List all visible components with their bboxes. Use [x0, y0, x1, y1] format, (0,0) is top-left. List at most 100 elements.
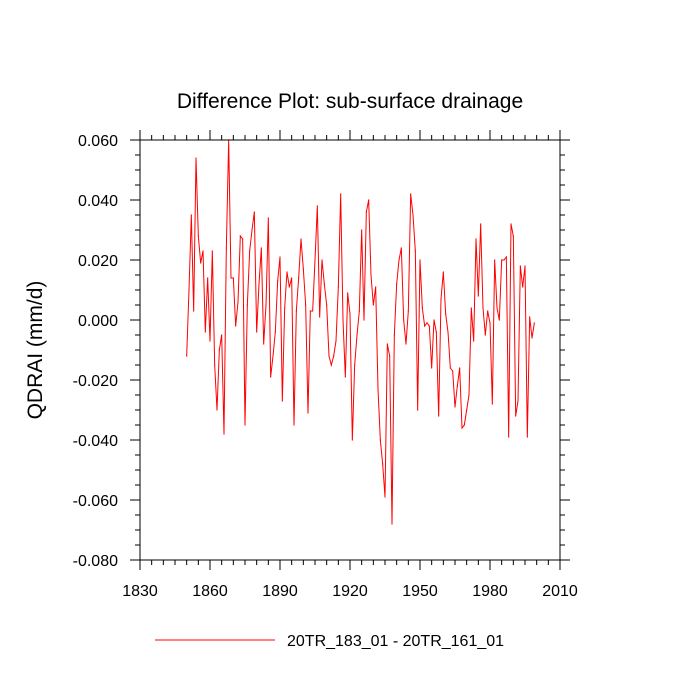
data-point [489, 322, 491, 324]
x-tick-label: 1920 [332, 583, 368, 600]
data-point [412, 214, 414, 216]
data-point [186, 355, 188, 357]
data-point [312, 310, 314, 312]
data-point [270, 376, 272, 378]
data-point [512, 235, 514, 237]
data-point [256, 331, 258, 333]
data-point [316, 205, 318, 207]
data-point [351, 439, 353, 441]
data-point [417, 409, 419, 411]
data-point [393, 334, 395, 336]
data-point [349, 313, 351, 315]
data-point [263, 343, 265, 345]
data-point [258, 283, 260, 285]
data-point [508, 436, 510, 438]
series-layer [186, 139, 535, 525]
data-point [235, 325, 237, 327]
data-point [396, 283, 398, 285]
data-point [370, 274, 372, 276]
data-point [218, 349, 220, 351]
axis-ticks [130, 130, 570, 570]
data-point [454, 406, 456, 408]
data-point [365, 211, 367, 213]
data-point [335, 340, 337, 342]
data-point [298, 277, 300, 279]
x-tick-label: 1890 [262, 583, 298, 600]
data-point [246, 304, 248, 306]
y-tick-label: 0.020 [78, 253, 118, 270]
data-point [424, 325, 426, 327]
data-point [284, 307, 286, 309]
data-point [209, 340, 211, 342]
data-point [435, 331, 437, 333]
data-point [242, 238, 244, 240]
data-point [410, 193, 412, 195]
x-tick-label: 1860 [192, 583, 228, 600]
data-point [333, 355, 335, 357]
data-point [293, 424, 295, 426]
data-point [445, 313, 447, 315]
data-point [407, 310, 409, 312]
data-point [431, 367, 433, 369]
x-tick-label: 1980 [472, 583, 508, 600]
data-point [319, 316, 321, 318]
data-point [214, 364, 216, 366]
data-point [200, 262, 202, 264]
data-point [386, 343, 388, 345]
y-tick-label: 0.000 [78, 313, 118, 330]
y-tick-label: 0.040 [78, 193, 118, 210]
data-point [461, 427, 463, 429]
data-point [267, 217, 269, 219]
data-point [230, 277, 232, 279]
data-point [281, 400, 283, 402]
data-point [330, 364, 332, 366]
data-point [531, 337, 533, 339]
data-point [307, 412, 309, 414]
data-point [468, 394, 470, 396]
data-point [382, 463, 384, 465]
data-point [421, 307, 423, 309]
data-point [216, 409, 218, 411]
data-point [195, 157, 197, 159]
data-point [505, 256, 507, 258]
data-point [466, 409, 468, 411]
data-point [456, 385, 458, 387]
data-point [426, 322, 428, 324]
data-point [519, 265, 521, 267]
data-point [321, 259, 323, 261]
data-point [438, 415, 440, 417]
data-point [503, 259, 505, 261]
series-line [186, 139, 535, 525]
data-point [449, 367, 451, 369]
data-point [237, 301, 239, 303]
y-tick-label: -0.080 [73, 553, 118, 570]
data-point [260, 247, 262, 249]
data-point [305, 304, 307, 306]
data-point [361, 229, 363, 231]
data-point [482, 307, 484, 309]
data-point [419, 259, 421, 261]
data-point [358, 310, 360, 312]
data-point [491, 403, 493, 405]
y-tick-label: -0.020 [73, 373, 118, 390]
data-point [477, 295, 479, 297]
data-point [188, 289, 190, 291]
data-point [344, 376, 346, 378]
data-point [484, 334, 486, 336]
data-point [204, 331, 206, 333]
data-point [211, 250, 213, 252]
data-point [428, 325, 430, 327]
chart-title: Difference Plot: sub-surface drainage [177, 90, 523, 113]
data-point [207, 277, 209, 279]
data-point [244, 424, 246, 426]
data-point [221, 334, 223, 336]
data-point [354, 364, 356, 366]
data-point [223, 433, 225, 435]
data-point [384, 496, 386, 498]
data-point [328, 355, 330, 357]
y-tick-label: -0.060 [73, 493, 118, 510]
data-point [309, 310, 311, 312]
data-point [463, 424, 465, 426]
data-point [202, 250, 204, 252]
